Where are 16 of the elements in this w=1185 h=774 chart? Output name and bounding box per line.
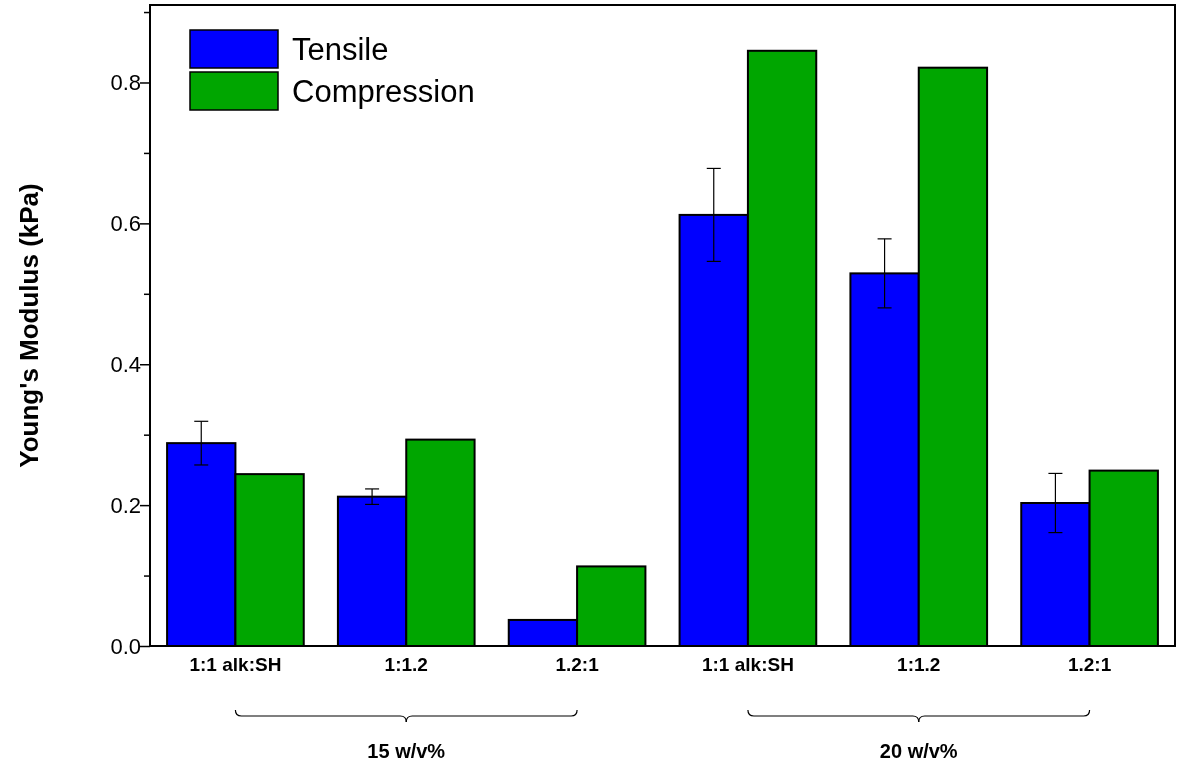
y-tick-label: 0.8 (110, 70, 141, 96)
x-tick-label: 1:1.2 (384, 654, 428, 676)
x-tick-label: 1:1 alk:SH (189, 654, 282, 676)
x-tick-label: 1.2:1 (1067, 654, 1112, 676)
legend-label: Compression (292, 74, 475, 109)
y-tick-label: 0.0 (110, 633, 141, 659)
x-tick-label: 1:1.2 (897, 654, 941, 676)
y-axis-title: Young's Modulus (kPa) (14, 183, 44, 468)
text: 15 w/v% (367, 740, 446, 762)
y-tick-label: 0.4 (110, 351, 141, 377)
legend-label: Tensile (292, 32, 389, 67)
y-tick-label: 0.2 (110, 492, 141, 518)
x-tick-label: 1:1 alk:SH (701, 654, 794, 676)
y-tick-label: 0.6 (110, 210, 141, 236)
text: 20 w/v% (879, 740, 958, 762)
x-tick-label: 1.2:1 (555, 654, 600, 676)
